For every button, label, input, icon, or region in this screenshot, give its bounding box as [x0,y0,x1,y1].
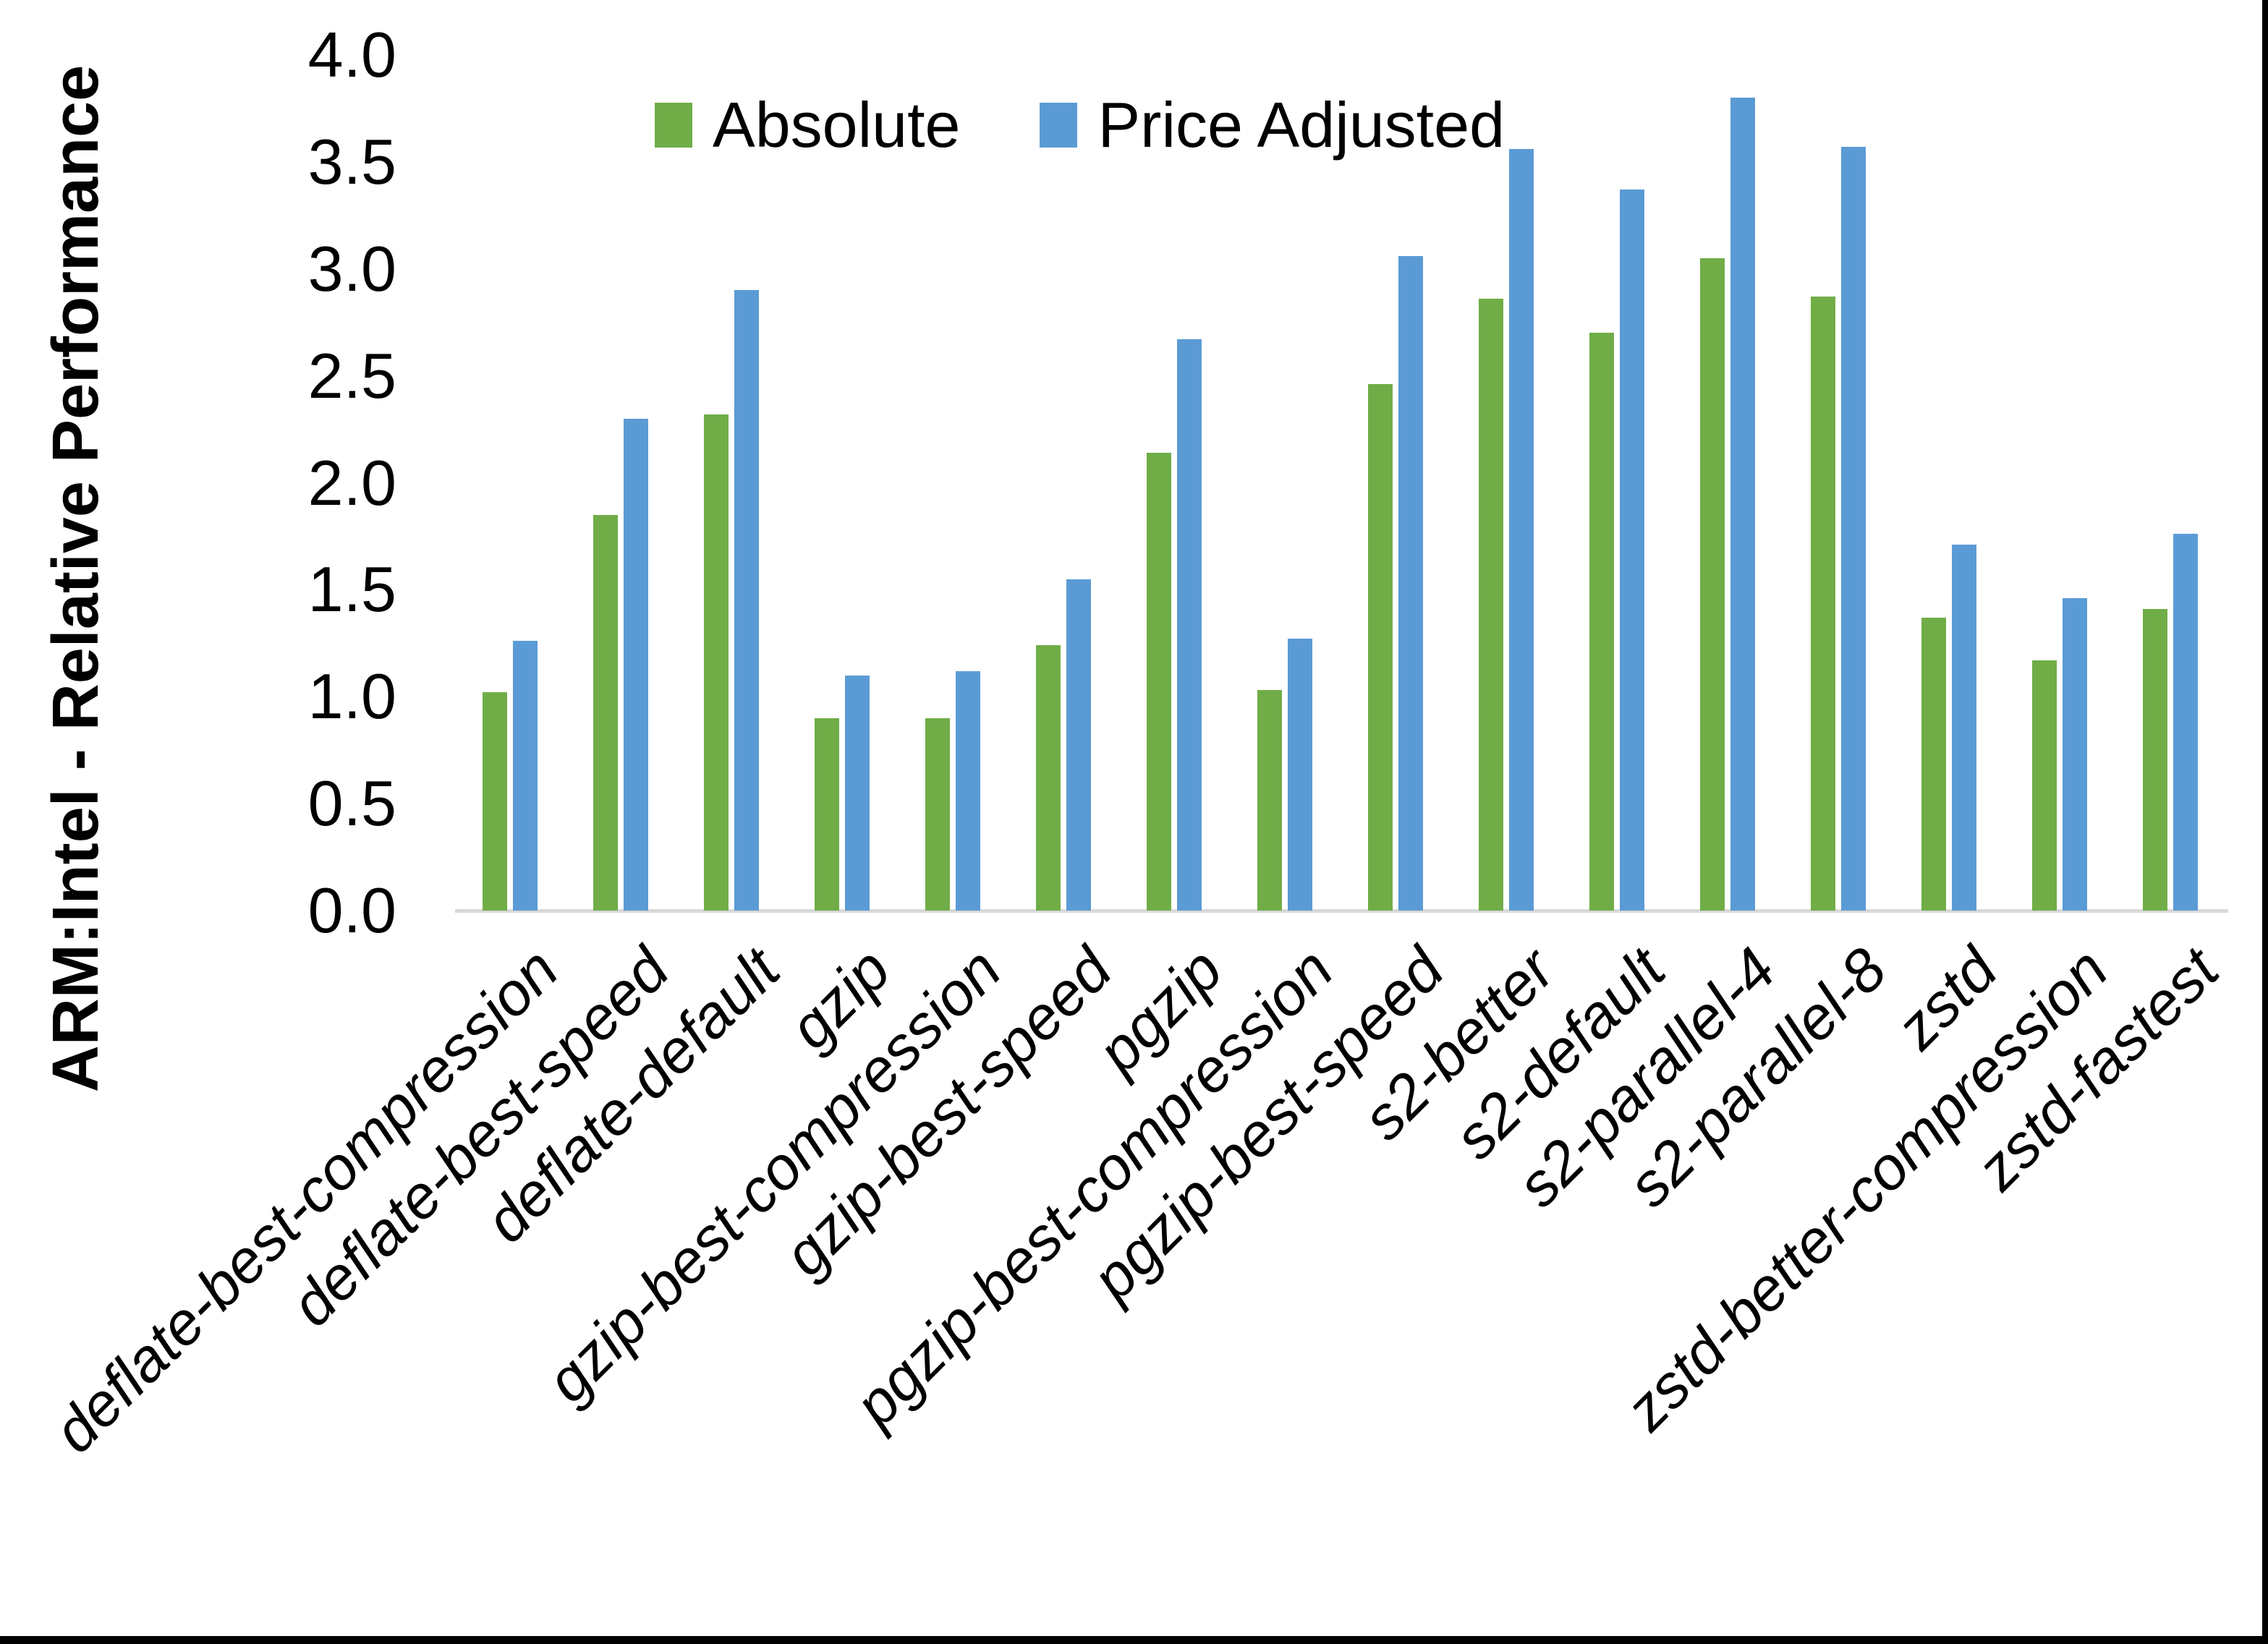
bar-absolute-pgzip-best-speed [1368,384,1393,911]
bar-absolute-deflate-default [704,414,729,911]
legend-label-absolute: Absolute [713,89,961,161]
x-axis-line [455,909,2228,913]
bar-price-adjusted-deflate-best-speed [624,419,648,911]
y-tick-label-1.0: 1.0 [307,660,396,733]
y-tick-label-1.5: 1.5 [307,553,396,626]
screenshot-right-border [2262,0,2268,1644]
bar-absolute-pgzip [1147,453,1171,911]
y-tick-label-3.0: 3.0 [307,232,396,304]
bar-price-adjusted-zstd-fastest [2173,534,2198,911]
legend-label-price-adjusted: Price Adjusted [1097,89,1505,161]
bar-absolute-deflate-best-compression [483,692,507,911]
bar-price-adjusted-pgzip-best-compression [1288,639,1312,911]
bar-price-adjusted-s2-parallel-8 [1841,147,1866,911]
bar-absolute-pgzip-best-compression [1257,690,1282,911]
bar-absolute-s2-parallel-8 [1811,297,1835,911]
legend-swatch-absolute [655,103,692,148]
bar-absolute-gzip-best-compression [925,718,950,911]
bar-absolute-deflate-best-speed [593,515,618,911]
bar-absolute-zstd-fastest [2143,609,2167,911]
y-tick-label-3.5: 3.5 [307,125,396,197]
legend-item-absolute: Absolute [655,88,960,162]
screenshot-bottom-border [0,1636,2268,1644]
bar-price-adjusted-pgzip-best-speed [1398,256,1423,911]
bar-price-adjusted-s2-default [1620,189,1644,911]
legend-swatch-price-adjusted [1040,103,1078,148]
bar-price-adjusted-deflate-default [734,290,759,911]
bar-price-adjusted-zstd [1952,545,1976,911]
bar-absolute-zstd-better-compression [2032,660,2057,911]
y-tick-label-2.5: 2.5 [307,339,396,412]
bar-absolute-s2-default [1589,333,1614,911]
legend: Absolute Price Adjusted [655,88,1505,162]
bar-absolute-gzip-best-speed [1036,645,1061,911]
bar-price-adjusted-s2-better [1509,149,1534,911]
y-tick-label-4.0: 4.0 [307,19,396,90]
bar-price-adjusted-deflate-best-compression [513,641,538,911]
bar-absolute-zstd [1921,618,1946,911]
legend-item-price-adjusted: Price Adjusted [1040,88,1505,162]
bar-price-adjusted-gzip-best-speed [1066,579,1091,911]
bar-price-adjusted-pgzip [1177,339,1202,911]
bar-price-adjusted-gzip [845,676,870,911]
bar-absolute-gzip [815,718,839,911]
y-tick-label-0.0: 0.0 [307,874,396,946]
bar-price-adjusted-s2-parallel-4 [1730,98,1755,911]
bar-absolute-s2-better [1479,299,1503,911]
bar-price-adjusted-zstd-better-compression [2063,598,2087,911]
y-tick-label-2.0: 2.0 [307,446,396,519]
y-tick-label-0.5: 0.5 [307,767,396,840]
bar-price-adjusted-gzip-best-compression [956,671,980,911]
bar-absolute-s2-parallel-4 [1700,258,1725,911]
